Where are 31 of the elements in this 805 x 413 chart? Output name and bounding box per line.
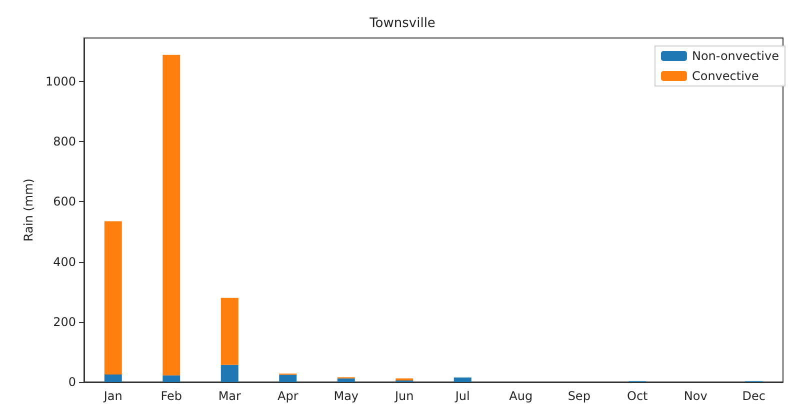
bar [162,54,180,376]
legend-label: Convective [692,69,759,83]
x-tick-label: Oct [627,389,648,403]
bar [162,375,180,382]
y-axis-title: Rain (mm) [22,178,36,242]
y-tick-label: 400 [53,254,76,269]
chart-title: Townsville [368,16,436,31]
bar [220,364,238,382]
x-tick-label: Mar [218,389,242,403]
x-tick-label: Apr [277,389,298,403]
bar [279,374,297,382]
x-tick-label: Aug [509,389,533,403]
bar [104,221,122,374]
x-tick-label: Jul [454,389,470,403]
x-tick-label: Dec [742,389,766,403]
y-tick-label: 0 [68,375,76,389]
y-tick-label: 200 [53,314,76,329]
bar [220,298,238,365]
x-tick-label: Feb [160,389,182,403]
y-tick-label: 1000 [45,74,76,89]
bar [454,377,472,382]
bar [104,374,122,382]
legend-label: Non-onvective [692,49,779,63]
x-tick-label: Jan [102,389,122,403]
y-tick-label: 800 [53,134,76,149]
x-tick-label: Sep [568,389,590,403]
x-tick-label: Jun [394,389,414,403]
bar [337,378,355,382]
y-tick-label: 600 [53,194,76,209]
x-tick-label: Nov [684,389,708,403]
x-tick-label: May [334,389,359,403]
